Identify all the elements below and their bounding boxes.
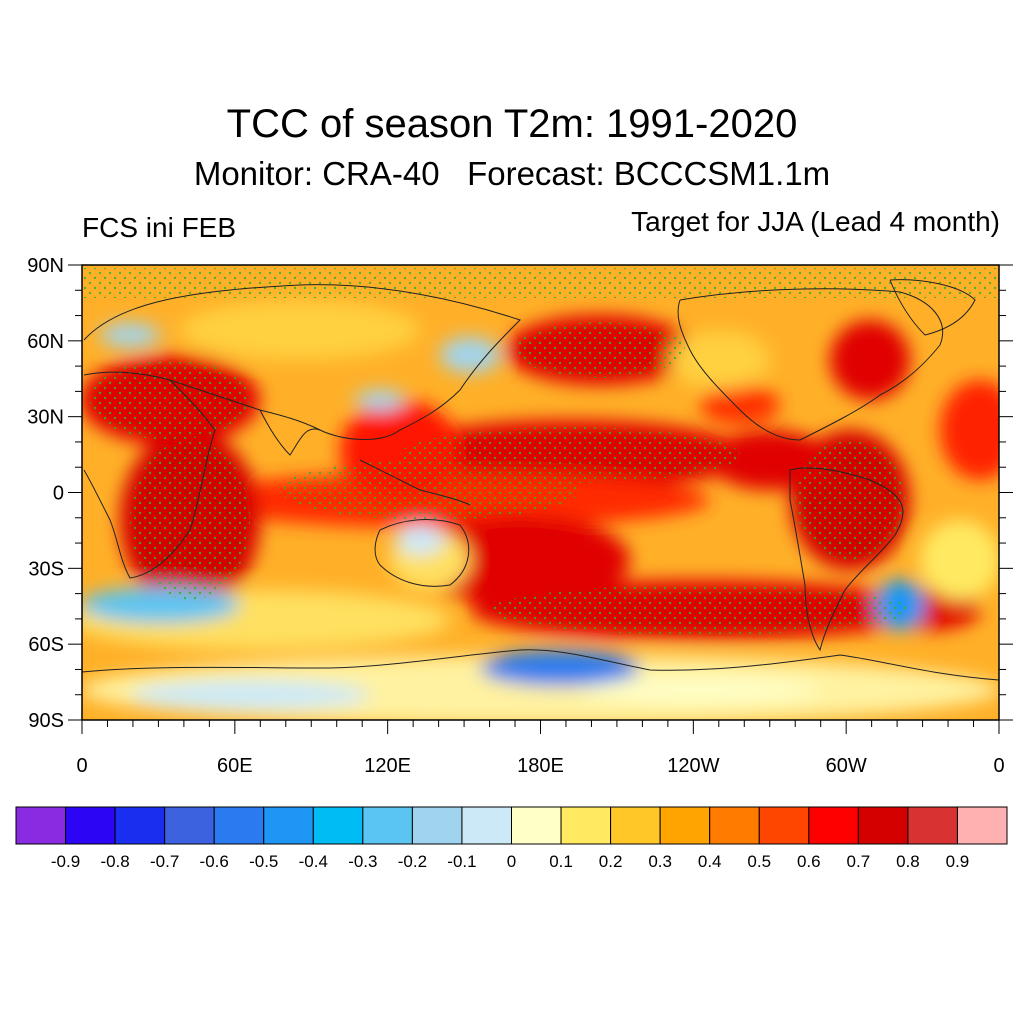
colorbar-label: -0.5 <box>249 852 279 871</box>
colorbar-swatch <box>857 806 909 845</box>
colorbar-swatch <box>907 806 958 845</box>
colorbar-label: 0.1 <box>549 852 573 871</box>
lat-tick-label: 90S <box>28 710 64 732</box>
lat-tick-label: 90N <box>27 255 64 277</box>
colorbar-label: 0.7 <box>846 852 871 871</box>
lon-tick-label: 60W <box>826 755 867 777</box>
colorbar-label: 0 <box>506 852 517 871</box>
colorbar-label: -0.6 <box>199 852 229 871</box>
colorbar-label: 0.5 <box>747 852 772 871</box>
colorbar-swatch <box>213 806 265 845</box>
colorbar-swatch <box>808 806 859 845</box>
initialization-label: FCS ini FEB <box>82 212 237 243</box>
lon-tick-label: 120E <box>364 755 411 777</box>
plot-title: TCC of season T2m: 1991-2020 <box>226 102 798 146</box>
colorbar-swatch <box>511 806 562 845</box>
colorbar-label: -0.1 <box>447 852 477 871</box>
coastlines <box>82 279 999 681</box>
lat-tick-label: 30N <box>27 407 64 429</box>
colorbar-swatch <box>956 806 1008 845</box>
colorbar-label: 0.4 <box>697 852 722 871</box>
colorbar-swatch <box>362 806 413 845</box>
colorbar-swatch <box>15 806 67 845</box>
colorbar-label: -0.8 <box>100 852 130 871</box>
colorbar-label: 0.8 <box>896 852 920 871</box>
colorbar-swatch <box>411 806 463 845</box>
colorbar-swatch <box>312 806 364 845</box>
lat-tick-label: 60N <box>27 331 64 353</box>
axis-ticks <box>68 264 1013 734</box>
lon-tick-label: 180E <box>517 755 564 777</box>
colorbar-swatch <box>461 806 513 845</box>
lon-tick-label: 0 <box>76 755 87 777</box>
colorbar-label: 0.3 <box>648 852 672 871</box>
colorbar-swatch <box>560 806 612 845</box>
lon-tick-label: 0 <box>993 755 1004 777</box>
lat-tick-label: 60S <box>28 634 64 656</box>
target-label: Target for JJA (Lead 4 month) <box>631 206 1000 237</box>
colorbar-label: -0.3 <box>348 852 378 871</box>
colorbar-label: 0.2 <box>598 852 623 871</box>
plot-subtitle: Monitor: CRA-40 Forecast: BCCCSM1.1m <box>193 155 831 192</box>
colorbar-label: 0.6 <box>796 852 821 871</box>
colorbar-swatch <box>114 806 166 845</box>
colorbar <box>15 806 1008 845</box>
lon-tick-label: 120W <box>667 755 719 777</box>
colorbar-label: -0.7 <box>149 852 180 871</box>
colorbar-swatch <box>709 806 760 845</box>
colorbar-swatch <box>65 806 116 845</box>
tcc-field <box>82 265 999 720</box>
colorbar-label: 0.9 <box>945 852 970 871</box>
colorbar-swatch <box>659 806 711 845</box>
colorbar-label: -0.2 <box>397 852 428 871</box>
colorbar-swatch <box>610 806 661 845</box>
lat-tick-label: 0 <box>53 483 64 505</box>
colorbar-swatch <box>758 806 810 845</box>
lat-tick-label: 30S <box>28 558 64 580</box>
colorbar-label: -0.4 <box>298 852 328 871</box>
lon-tick-label: 60E <box>217 755 253 777</box>
colorbar-label: -0.9 <box>50 852 81 871</box>
colorbar-swatch <box>263 806 314 845</box>
colorbar-swatch <box>164 806 215 845</box>
axis-tick-labels: 90N 60N 30N 0 30S 60S 90S 0 60E 120E 180E 120W 60W 0 <box>27 255 1004 777</box>
